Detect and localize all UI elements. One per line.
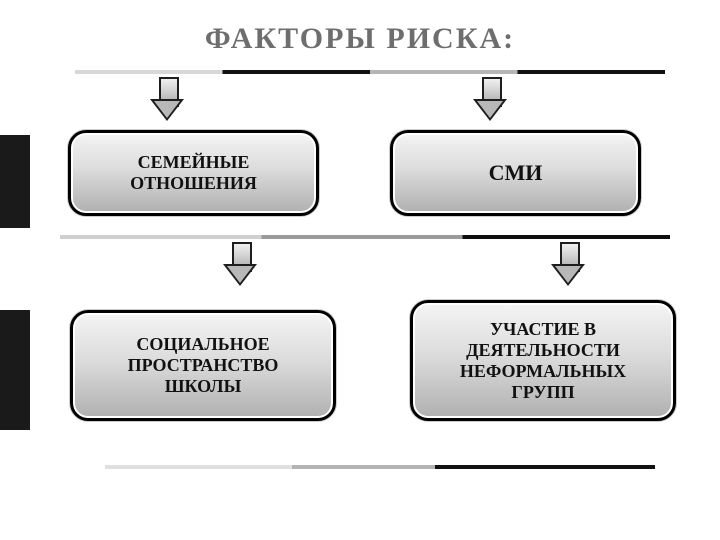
box-groups: УЧАСТИЕ В ДЕЯТЕЛЬНОСТИ НЕФОРМАЛЬНЫХ ГРУП…: [410, 300, 676, 421]
slide-title: ФАКТОРЫ РИСКА:: [0, 22, 720, 56]
box-label: СОЦИАЛЬНОЕ ПРОСТРАНСТВО ШКОЛЫ: [116, 328, 291, 403]
box-label: СЕМЕЙНЫЕ ОТНОШЕНИЯ: [118, 146, 269, 200]
box-family: СЕМЕЙНЫЕ ОТНОШЕНИЯ: [68, 130, 319, 216]
down-arrow-icon: [152, 77, 186, 123]
down-arrow-icon: [225, 242, 259, 288]
divider-rule: [75, 70, 665, 74]
down-arrow-icon: [553, 242, 587, 288]
box-label: УЧАСТИЕ В ДЕЯТЕЛЬНОСТИ НЕФОРМАЛЬНЫХ ГРУП…: [448, 313, 638, 409]
box-media: СМИ: [390, 130, 641, 216]
left-accent-bar: [0, 135, 30, 228]
box-label: СМИ: [477, 154, 555, 192]
down-arrow-icon: [475, 77, 509, 123]
box-school: СОЦИАЛЬНОЕ ПРОСТРАНСТВО ШКОЛЫ: [70, 310, 336, 421]
divider-rule: [105, 465, 655, 469]
left-accent-bar: [0, 310, 30, 430]
divider-rule: [60, 235, 670, 239]
slide: ФАКТОРЫ РИСКА: СЕМЕЙНЫЕ ОТНОШЕНИЯ СМИ СОЦИ…: [0, 0, 720, 540]
